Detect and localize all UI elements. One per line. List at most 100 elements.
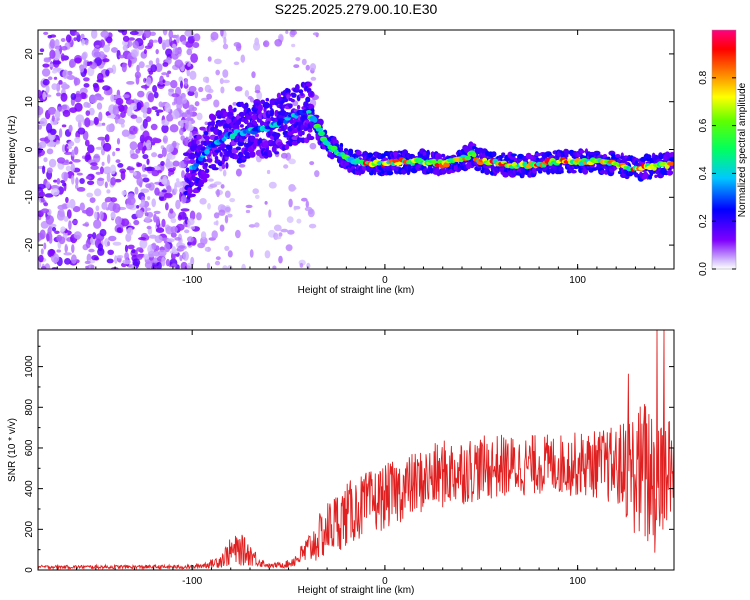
- heatmap-noise-cell: [235, 168, 242, 177]
- heatmap-noise-cell: [127, 58, 132, 68]
- heatmap-noise-cell: [263, 40, 270, 48]
- heatmap-noise-cell: [142, 112, 148, 119]
- heatmap-noise-cell: [105, 198, 111, 203]
- heatmap-noise-cell: [122, 259, 132, 265]
- heatmap-noise-cell: [172, 140, 177, 148]
- heatmap-noise-cell: [264, 201, 268, 205]
- heatmap-noise-cell: [144, 166, 153, 172]
- heatmap-noise-cell: [145, 64, 152, 68]
- heatmap-noise-cell: [63, 252, 72, 256]
- heatmap-noise-cell: [188, 120, 192, 130]
- heatmap-noise-cell: [187, 218, 195, 226]
- heatmap-noise-cell: [82, 223, 89, 227]
- heatmap-noise-cell: [305, 64, 310, 71]
- heatmap-noise-cell: [106, 258, 114, 264]
- heatmap-noise-cell: [222, 79, 230, 84]
- heatmap-noise-cell: [122, 44, 128, 51]
- heatmap-noise-cell: [121, 190, 127, 196]
- heatmap-noise-cell: [39, 117, 48, 127]
- heatmap-noise-cell: [41, 68, 51, 77]
- heatmap-ridge-cell: [202, 173, 210, 179]
- heatmap-noise-cell: [118, 54, 126, 59]
- heatmap-ridge-cell: [209, 114, 217, 121]
- snr-y-tick-label: 600: [24, 439, 35, 456]
- heatmap-noise-cell: [295, 57, 301, 62]
- heatmap-noise-cell: [48, 226, 53, 230]
- heatmap-noise-cell: [43, 58, 51, 63]
- heatmap-noise-cell: [92, 232, 97, 240]
- heatmap-noise-cell: [162, 135, 168, 144]
- heatmap-noise-cell: [286, 216, 294, 224]
- heatmap-noise-cell: [135, 148, 141, 154]
- heatmap-noise-cell: [132, 40, 139, 49]
- heatmap-noise-cell: [218, 209, 226, 216]
- heatmap-noise-cell: [110, 197, 117, 203]
- heatmap-noise-cell: [293, 205, 297, 211]
- heatmap-noise-cell: [49, 142, 56, 147]
- heatmap-noise-cell: [99, 39, 106, 48]
- heatmap-noise-cell: [233, 42, 241, 47]
- heatmap-noise-cell: [274, 39, 283, 47]
- colorbar-tick-label: 0.8: [698, 70, 709, 84]
- heatmap-noise-cell: [278, 232, 283, 237]
- heatmap-noise-cell: [309, 63, 317, 71]
- heatmap-noise-cell: [145, 77, 152, 87]
- heatmap-noise-cell: [184, 78, 188, 86]
- heatmap-noise-cell: [71, 254, 77, 264]
- heatmap-noise-cell: [272, 265, 277, 269]
- heatmap-noise-cell: [95, 171, 102, 175]
- heatmap-ridge-cell: [257, 104, 263, 112]
- heatmap-noise-cell: [162, 79, 166, 83]
- heatmap-noise-cell: [38, 191, 46, 198]
- heatmap-ridge-peak: [283, 119, 288, 125]
- heatmap-noise-cell: [124, 252, 129, 261]
- heatmap-noise-cell: [280, 152, 288, 159]
- heatmap-noise-cell: [85, 265, 89, 269]
- heatmap-noise-cell: [301, 197, 308, 202]
- heatmap-noise-cell: [136, 162, 143, 167]
- heatmap-noise-cell: [151, 152, 158, 158]
- heatmap-noise-cell: [216, 189, 220, 198]
- heatmap-ridge-cell: [283, 134, 291, 138]
- heatmap-noise-cell: [210, 31, 219, 41]
- heatmap-noise-cell: [291, 43, 296, 48]
- heatmap-ridge-cell: [233, 107, 237, 112]
- heatmap-noise-cell: [309, 161, 315, 166]
- heatmap-noise-cell: [48, 158, 57, 168]
- heatmap-noise-cell: [161, 72, 168, 76]
- heatmap-noise-cell: [91, 255, 99, 261]
- heatmap-noise-cell: [87, 144, 95, 154]
- heatmap-noise-cell: [88, 248, 95, 253]
- heatmap-noise-cell: [168, 173, 172, 177]
- heatmap-ridge-peak: [392, 158, 400, 164]
- heatmap-noise-cell: [89, 61, 93, 65]
- heatmap-noise-cell: [115, 159, 121, 164]
- heatmap-noise-cell: [47, 34, 53, 39]
- spectrogram-x-label: Height of straight line (km): [298, 285, 415, 296]
- heatmap-noise-cell: [152, 257, 159, 264]
- heatmap-ridge-cell: [309, 91, 314, 96]
- colorbar-tick-label: 0.0: [698, 262, 709, 276]
- heatmap-noise-cell: [54, 49, 61, 59]
- heatmap-noise-cell: [196, 212, 202, 221]
- heatmap-noise-cell: [60, 226, 66, 232]
- heatmap-noise-cell: [180, 208, 190, 212]
- heatmap-noise-cell: [56, 249, 61, 253]
- heatmap-ridge-cell: [211, 119, 215, 127]
- snr-y-tick-label: 0: [24, 567, 35, 573]
- heatmap-noise-cell: [232, 102, 237, 106]
- heatmap-noise-cell: [86, 176, 92, 180]
- heatmap-noise-cell: [116, 138, 121, 145]
- heatmap-noise-cell: [180, 195, 187, 204]
- heatmap-noise-cell: [140, 106, 147, 113]
- heatmap-noise-cell: [127, 244, 135, 250]
- snr-line: [38, 330, 674, 570]
- heatmap-noise-cell: [101, 122, 106, 126]
- heatmap-noise-cell: [280, 228, 289, 233]
- heatmap-noise-cell: [155, 63, 163, 73]
- heatmap-ridge-peak: [443, 162, 450, 168]
- heatmap-noise-cell: [139, 238, 148, 249]
- heatmap-noise-cell: [61, 82, 68, 90]
- heatmap-ridge-cell: [435, 165, 440, 172]
